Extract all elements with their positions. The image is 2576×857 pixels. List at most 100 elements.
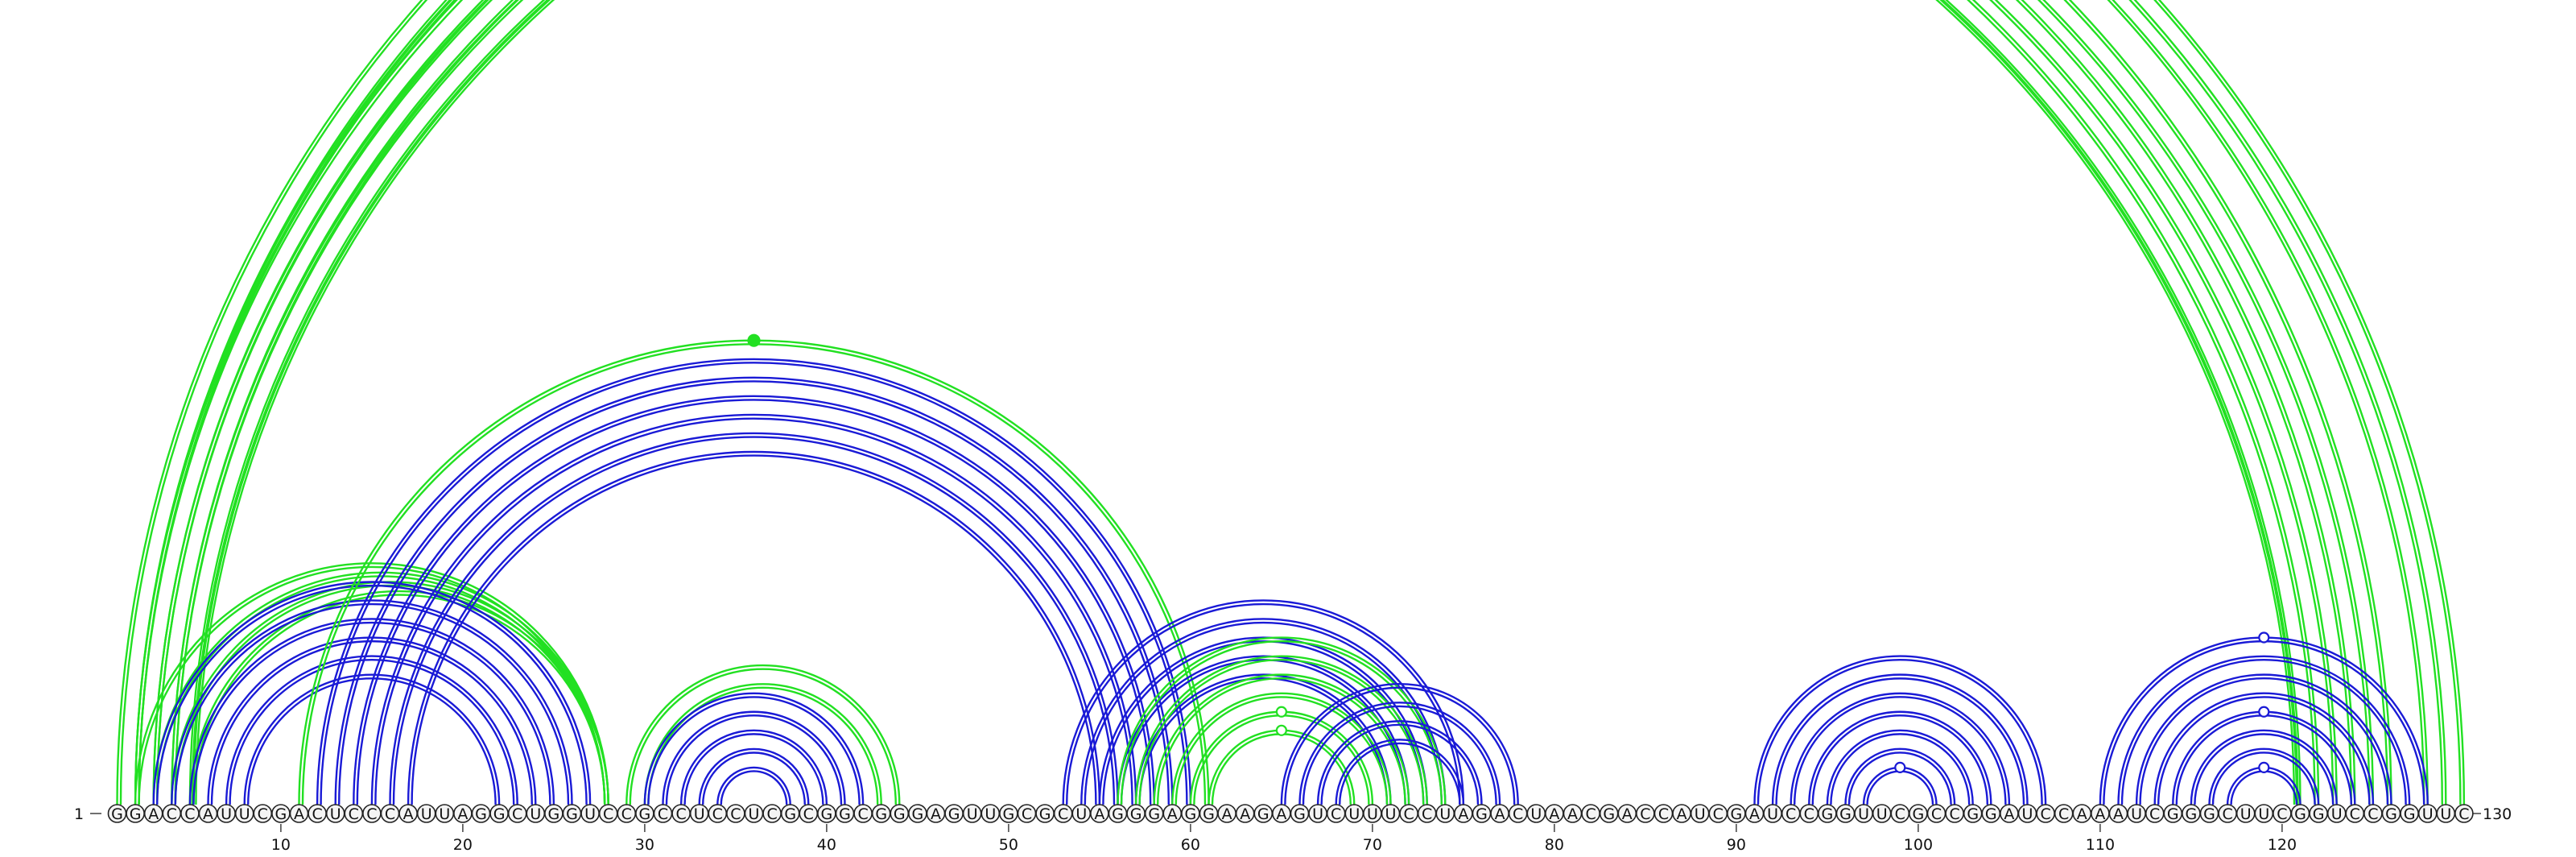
nucleotide: U <box>1308 804 1327 823</box>
base-pair-arc <box>188 590 609 805</box>
base-pair-arc <box>1080 618 1447 805</box>
nucleotide: G <box>835 804 855 823</box>
nucleotide-letter: C <box>2149 805 2160 823</box>
tick-label: 80 <box>1545 836 1564 854</box>
nucleotide: G <box>1108 804 1128 823</box>
nucleotide: U <box>1071 804 1092 823</box>
nucleotide: A <box>1090 804 1109 823</box>
nucleotide-letter: U <box>239 805 250 823</box>
base-pair-arc <box>171 0 2338 805</box>
nucleotide: A <box>1272 804 1291 823</box>
base-pair-arc <box>1117 636 1447 805</box>
nucleotide-letter: G <box>1257 805 1269 823</box>
nucleotide: U <box>234 804 254 823</box>
nucleotide: C <box>2054 804 2074 823</box>
base-pair-arc <box>134 562 609 805</box>
nucleotide: G <box>1253 804 1274 823</box>
nucleotide: C <box>1890 804 1910 823</box>
nucleotide: C <box>2273 804 2292 823</box>
nucleotide: U <box>526 804 546 823</box>
nucleotide: G <box>1144 804 1164 823</box>
base-pair-arc <box>171 0 2320 805</box>
nucleotide-letter: C <box>366 805 377 823</box>
nucleotide-letter: A <box>2113 805 2124 823</box>
nucleotide-letter: C <box>1931 805 1942 823</box>
nucleotide-letter: C <box>2058 805 2069 823</box>
base-pair-arc <box>192 621 551 805</box>
base-pair-arc <box>643 692 865 805</box>
nucleotide: U <box>580 804 600 823</box>
nucleotide-letter: A <box>2004 805 2014 823</box>
nucleotide-letter: A <box>1549 805 1559 823</box>
nucleotide-letter: G <box>839 805 851 823</box>
nucleotide-letter: G <box>111 805 123 823</box>
base-pair-arc <box>1102 640 1425 805</box>
nucleotide: U <box>2436 804 2456 823</box>
base-pair-arc <box>1320 723 1480 805</box>
base-pair-arc <box>374 417 1133 805</box>
nucleotide-letter: U <box>1385 805 1397 823</box>
nucleotide: G <box>1835 804 1856 823</box>
base-pair-arc <box>665 714 843 805</box>
nucleotide-letter: G <box>894 805 906 823</box>
nucleotide: G <box>1909 804 1928 823</box>
nucleotide-letter: A <box>1458 805 1468 823</box>
base-pair-arc <box>716 766 791 805</box>
base-pair-arc <box>134 0 2429 805</box>
nucleotide-letter: U <box>967 805 978 823</box>
nucleotide: C <box>1781 804 1801 823</box>
base-pair-arc <box>188 0 2301 805</box>
nucleotide: C <box>344 804 364 823</box>
nucleotide-letter: U <box>1858 805 1869 823</box>
nucleotide: C <box>653 804 673 823</box>
nucleotide: C <box>380 804 400 823</box>
nucleotide-letter: A <box>457 805 468 823</box>
nucleotide: G <box>471 804 491 823</box>
base-pair-arc <box>1062 599 1465 805</box>
nucleotide: A <box>1454 804 1473 823</box>
nucleotide-letter: A <box>1222 805 1232 823</box>
base-pair-arc <box>2211 751 2316 805</box>
nucleotide-letter: G <box>1148 805 1160 823</box>
nucleotide: C <box>671 804 691 823</box>
nucleotide: A <box>198 804 218 823</box>
nucleotide-letter: A <box>1167 805 1178 823</box>
nucleotide-letter: U <box>2440 805 2451 823</box>
nucleotide-letter: A <box>1495 805 1505 823</box>
base-pair-arc <box>316 358 1192 805</box>
nucleotide-letter: C <box>603 805 613 823</box>
nucleotide-letter: A <box>2095 805 2105 823</box>
nucleotide: A <box>1545 804 1564 823</box>
nucleotide: U <box>2254 804 2274 823</box>
base-pair-arc <box>662 710 846 805</box>
nucleotide: G <box>107 804 127 823</box>
base-pair-arc <box>152 571 609 805</box>
base-pair-arc <box>134 0 2392 805</box>
nucleotide: U <box>2417 804 2438 823</box>
nucleotide: C <box>507 804 527 823</box>
nucleotide-letter: G <box>821 805 833 823</box>
tick-label: 20 <box>453 836 473 854</box>
arc-marker <box>2258 631 2270 644</box>
nucleotide-letter: C <box>1058 805 1068 823</box>
nucleotide: C <box>1653 804 1674 823</box>
base-pair-arc <box>1138 659 1425 805</box>
nucleotide: U <box>1854 804 1873 823</box>
nucleotide: U <box>2017 804 2037 823</box>
nucleotide-letter: G <box>1839 805 1852 823</box>
base-pair-arc <box>1302 705 1497 805</box>
nucleotide: G <box>1290 804 1310 823</box>
base-pair-arc <box>192 0 2298 805</box>
base-pair-arc <box>1117 655 1410 805</box>
nucleotide: U <box>1435 804 1455 823</box>
nucleotide-letter: C <box>1713 805 1724 823</box>
base-pair-arc <box>174 602 570 805</box>
nucleotide-circle <box>2454 804 2474 823</box>
nucleotide: U <box>1872 804 1892 823</box>
nucleotide-letter: U <box>2258 805 2269 823</box>
nucleotide: A <box>1563 804 1583 823</box>
nucleotide: G <box>2163 804 2183 823</box>
nucleotide-letter: G <box>912 805 924 823</box>
nucleotide-letter: G <box>875 805 887 823</box>
